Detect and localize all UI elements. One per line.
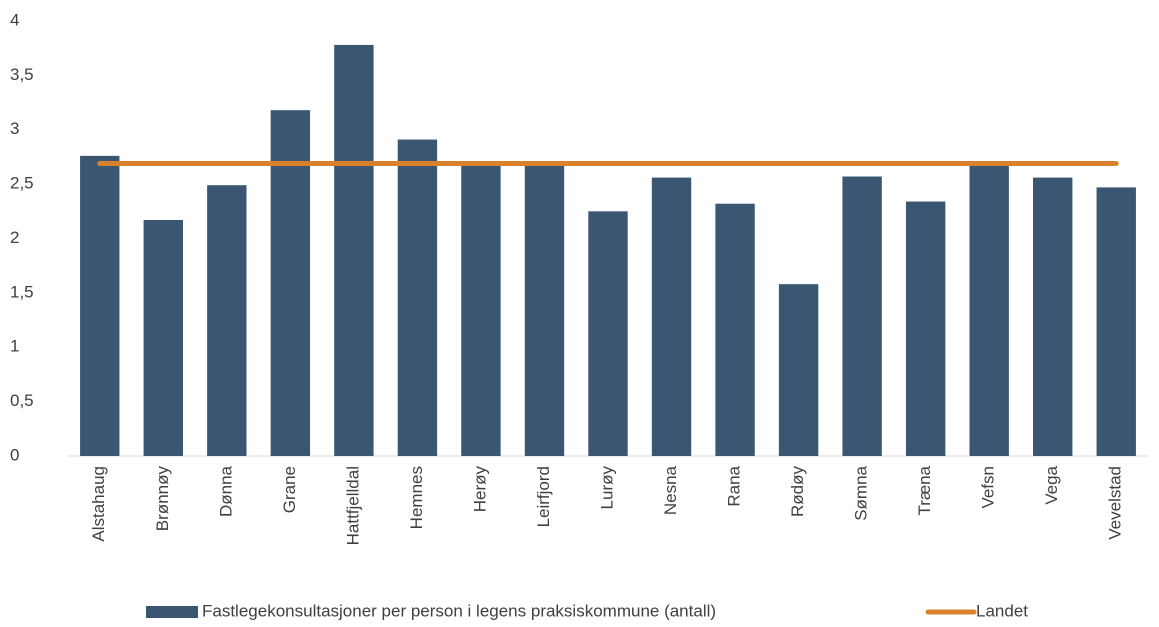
bar xyxy=(1096,187,1136,456)
x-tick-label: Alstahaug xyxy=(89,466,108,542)
legend-label: Landet xyxy=(976,601,1028,620)
y-tick-label: 0 xyxy=(10,445,19,464)
y-tick-label: 3 xyxy=(10,119,19,138)
bar xyxy=(905,201,946,456)
bar xyxy=(588,211,628,456)
bar xyxy=(778,284,819,456)
bar xyxy=(143,220,183,456)
y-tick-label: 1,5 xyxy=(10,282,34,301)
bar xyxy=(334,44,374,457)
bar xyxy=(842,176,882,456)
x-tick-label: Grane xyxy=(280,466,299,513)
x-tick-label: Dønna xyxy=(216,465,235,517)
bar xyxy=(1033,177,1073,456)
legend-swatch xyxy=(146,606,198,618)
x-tick-label: Vefsn xyxy=(979,466,998,509)
y-tick-label: 1 xyxy=(10,337,19,356)
bar xyxy=(80,155,120,456)
bar xyxy=(461,162,501,456)
bar xyxy=(524,164,565,457)
x-tick-label: Træna xyxy=(915,465,934,515)
y-tick-label: 4 xyxy=(10,10,19,29)
x-tick-label: Vevelstad xyxy=(1106,466,1125,540)
y-tick-label: 3,5 xyxy=(10,65,34,84)
y-tick-label: 2,5 xyxy=(10,174,34,193)
x-tick-label: Rana xyxy=(725,465,744,506)
x-tick-label: Rødøy xyxy=(788,466,807,518)
x-tick-label: Brønnøy xyxy=(153,466,172,532)
x-tick-label: Herøy xyxy=(470,466,489,513)
bar xyxy=(270,110,311,457)
x-tick-label: Nesna xyxy=(661,465,680,515)
x-tick-label: Lurøy xyxy=(597,466,616,510)
bar xyxy=(715,203,755,456)
bar xyxy=(397,139,438,456)
y-tick-label: 0,5 xyxy=(10,391,34,410)
legend-label: Fastlegekonsultasjoner per person i lege… xyxy=(202,601,716,620)
bar xyxy=(207,185,247,456)
y-tick-label: 2 xyxy=(10,228,19,247)
x-tick-label: Vega xyxy=(1042,465,1061,504)
x-tick-label: Hattfjelldal xyxy=(343,466,362,545)
x-tick-label: Hemnes xyxy=(407,466,426,529)
x-tick-label: Leirfjord xyxy=(534,466,553,527)
x-tick-label: Sømna xyxy=(852,465,871,520)
bar xyxy=(651,177,692,456)
bar xyxy=(969,161,1009,456)
